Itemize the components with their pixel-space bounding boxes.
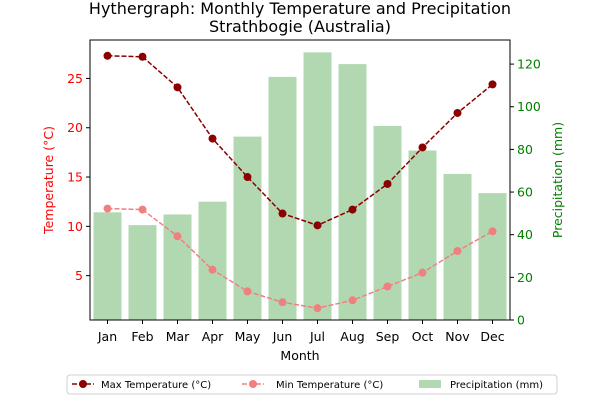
precipitation-bars	[94, 52, 507, 320]
left-y-tick-label: 20	[67, 120, 83, 135]
left-y-tick-label: 25	[67, 71, 83, 86]
right-y-tick-label: 80	[517, 142, 533, 157]
min-temp-point	[104, 205, 112, 213]
precip-bar	[164, 214, 192, 320]
left-y-tick-label: 5	[75, 268, 83, 283]
precip-bar	[304, 52, 332, 320]
min-temp-point	[209, 266, 217, 274]
right-y-tick-label: 40	[517, 227, 533, 242]
max-temp-point	[174, 83, 182, 91]
precip-bar	[94, 212, 122, 320]
right-y-axis-label: Precipitation (mm)	[550, 122, 565, 238]
max-temp-point	[139, 53, 147, 61]
min-temp-point	[384, 282, 392, 290]
max-temp-point	[349, 206, 357, 214]
legend-precipitation-label: Precipitation (mm)	[450, 380, 543, 391]
min-temp-point	[174, 232, 182, 240]
legend-min-temp-marker	[249, 380, 257, 388]
x-tick-label: Aug	[340, 329, 364, 344]
left-y-axis-label: Temperature (°C)	[41, 126, 56, 235]
legend-max-temp-label: Max Temperature (°C)	[101, 380, 211, 391]
x-tick-label: Nov	[445, 329, 470, 344]
min-temp-point	[279, 298, 287, 306]
legend-max-temp-marker	[79, 380, 87, 388]
max-temp-point	[314, 221, 322, 229]
right-y-tick-label: 20	[517, 270, 533, 285]
left-y-tick-label: 15	[67, 170, 83, 185]
precip-bar	[409, 150, 437, 320]
x-tick-label: Dec	[480, 329, 504, 344]
min-temp-point	[489, 227, 497, 235]
max-temp-point	[384, 180, 392, 188]
x-tick-label: May	[235, 329, 261, 344]
x-tick-label: Oct	[412, 329, 434, 344]
x-tick-label: Sep	[376, 329, 400, 344]
temperature-lines	[104, 52, 497, 312]
max-temp-point	[209, 135, 217, 143]
max-temp-point	[104, 52, 112, 60]
max-temp-point	[279, 210, 287, 218]
max-temp-point	[244, 173, 252, 181]
x-tick-label: Jan	[97, 329, 117, 344]
chart-title: Hythergraph: Monthly Temperature and Pre…	[89, 0, 511, 18]
right-y-tick-label: 0	[517, 313, 525, 328]
min-temp-point	[139, 206, 147, 214]
x-tick-label: Mar	[166, 329, 190, 344]
legend-precipitation-swatch	[419, 380, 441, 388]
min-temp-point	[314, 304, 322, 312]
min-temp-point	[454, 247, 462, 255]
min-temp-point	[349, 296, 357, 304]
legend-min-temp-label: Min Temperature (°C)	[276, 380, 383, 391]
chart-subtitle: Strathbogie (Australia)	[209, 17, 391, 36]
x-axis-label: Month	[280, 348, 319, 363]
precip-bar	[444, 174, 472, 320]
max-temp-point	[489, 80, 497, 88]
x-tick-label: Feb	[131, 329, 153, 344]
right-y-tick-label: 100	[517, 99, 541, 114]
right-y-tick-label: 60	[517, 185, 533, 200]
precip-bar	[129, 225, 157, 320]
precip-bar	[269, 77, 297, 320]
x-tick-label: Jul	[309, 329, 325, 344]
min-temp-point	[419, 269, 427, 277]
x-tick-label: Apr	[202, 329, 224, 344]
min-temp-point	[244, 287, 252, 295]
right-y-tick-label: 120	[517, 57, 541, 72]
max-temp-point	[454, 109, 462, 117]
precip-bar	[339, 64, 367, 320]
max-temp-point	[419, 143, 427, 151]
legend: Max Temperature (°C) Min Temperature (°C…	[67, 375, 557, 394]
precip-bar	[479, 193, 507, 320]
x-tick-label: Jun	[272, 329, 293, 344]
left-y-tick-label: 10	[67, 219, 83, 234]
